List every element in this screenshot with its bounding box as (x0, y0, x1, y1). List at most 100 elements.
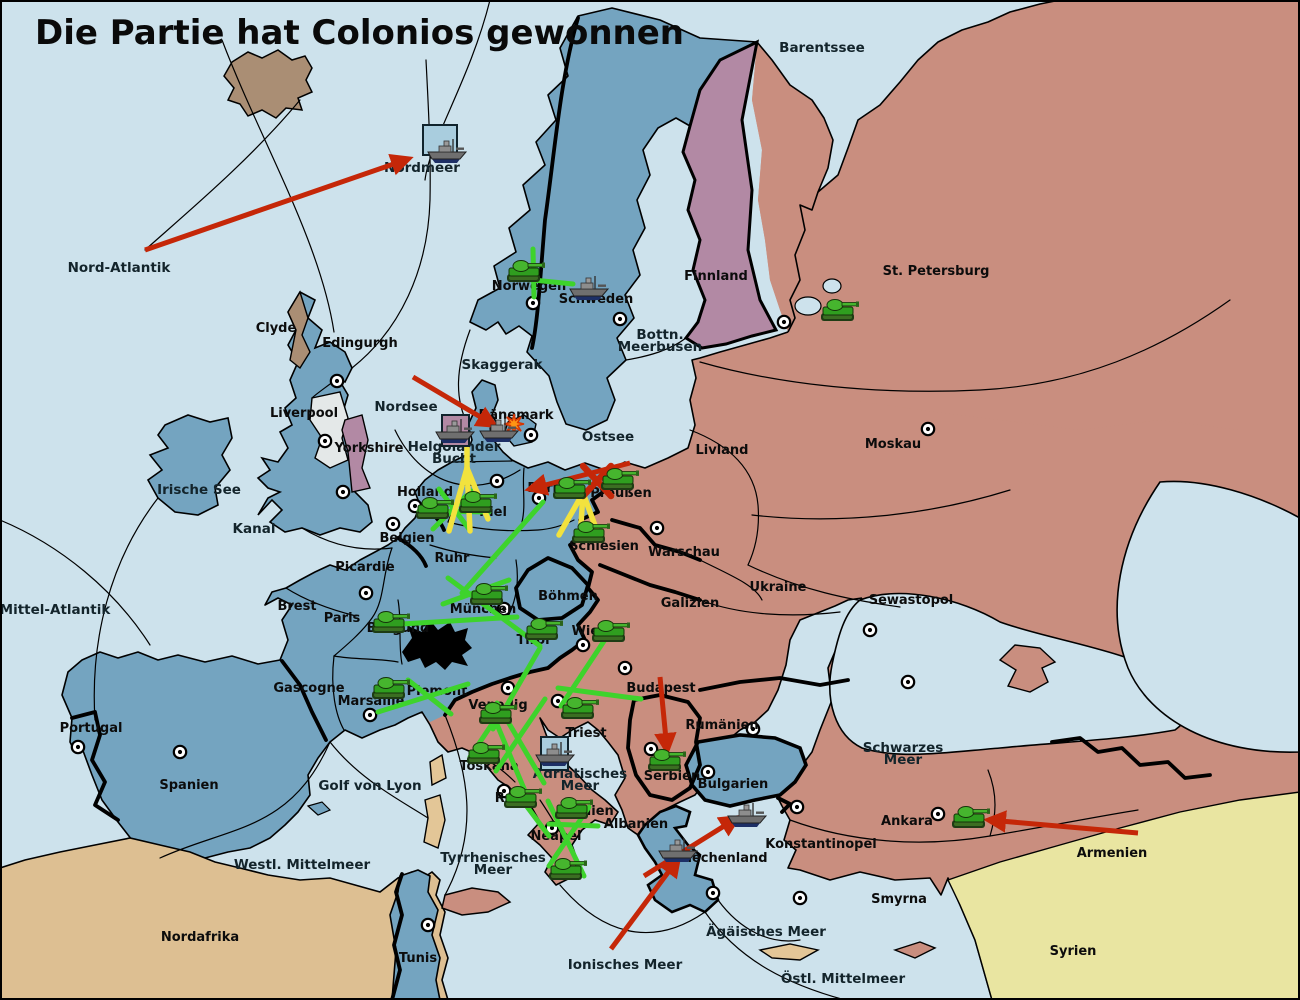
fleet-unit-helgolaender-bucht[interactable] (435, 419, 476, 443)
supply-center-kiel (489, 473, 505, 489)
sea-label-nord-atlantik: Nord-Atlantik (68, 260, 172, 276)
sea-label-oestl-mittelmeer: Östl. Mittelmeer (781, 969, 906, 987)
region-label-st-petersburg: St. Petersburg (883, 264, 990, 279)
island-ireland (146, 414, 233, 516)
region-label-liverpool: Liverpool (270, 406, 338, 421)
army-unit-berlin[interactable] (553, 477, 591, 500)
army-unit-serbien[interactable] (648, 749, 686, 772)
supply-center-spanien (172, 744, 188, 760)
lake-onega (822, 278, 842, 294)
supply-center-belgien (385, 516, 401, 532)
page-title: Die Partie hat Colonios gewonnen (35, 13, 684, 53)
region-label-boehmen: Böhmen (538, 589, 598, 604)
army-unit-rom[interactable] (504, 786, 542, 809)
support-order-line (446, 465, 470, 534)
supply-center-edingurgh (329, 373, 345, 389)
region-syrien (947, 791, 1300, 1000)
island-balearen (306, 801, 332, 816)
region-label-konstantinopel: Konstantinopel (765, 837, 876, 852)
move-order-line (459, 499, 546, 596)
conflict-burst-icon (503, 413, 525, 435)
national-borders (70, 16, 1212, 822)
army-unit-kalabrien[interactable] (549, 858, 587, 881)
landmass-russia-north (752, 0, 1300, 460)
army-unit-wien[interactable] (592, 620, 630, 643)
sea-label-irische-see: Irische See (157, 482, 241, 498)
fleet-unit-schweden[interactable] (569, 276, 610, 300)
supply-center-daenemark (523, 427, 539, 443)
island-crete (758, 943, 820, 961)
attack-arrow (411, 374, 500, 429)
island-sicily (441, 887, 512, 916)
island-corsica (429, 753, 447, 787)
army-unit-ankara[interactable] (952, 806, 990, 829)
sea-label-aegaeisches-meer: Ägäisches Meer (706, 923, 826, 940)
supply-center-liverpool (317, 433, 333, 449)
island-cyprus (892, 941, 937, 959)
army-unit-preussen[interactable] (601, 468, 639, 491)
army-unit-venetien-ost[interactable] (561, 697, 599, 720)
region-tunis (389, 869, 441, 1000)
army-unit-toskana[interactable] (467, 742, 505, 765)
supply-center-griechenland (705, 885, 721, 901)
fleet-unit-adriatisches-meer[interactable] (535, 742, 576, 766)
region-label-ukraine: Ukraine (750, 580, 807, 595)
region-label-portugal: Portugal (60, 721, 123, 736)
sea-label-ionisches-meer: Ionisches Meer (568, 957, 683, 973)
region-label-serbien: Serbien (644, 769, 700, 784)
lake-ladoga (794, 296, 822, 316)
region-label-belgien: Belgien (379, 531, 434, 546)
fleet-unit-daenemark[interactable] (479, 418, 520, 442)
supply-center-muenchen (496, 601, 512, 617)
supply-center-smyrna (792, 890, 808, 906)
supply-center-wien (575, 637, 591, 653)
army-unit-apulien[interactable] (555, 797, 593, 820)
region-label-triest: Triest (565, 726, 606, 741)
move-order-line (445, 575, 543, 649)
region-label-warschau: Warschau (648, 545, 720, 560)
region-label-smyrna: Smyrna (871, 892, 927, 907)
sea-label-barentssee: Barentssee (779, 40, 865, 56)
caspian-sea (1116, 480, 1300, 753)
army-unit-st-petersburg[interactable] (821, 299, 859, 322)
sea-label-mittel-atlantik: Mittel-Atlantik (0, 602, 111, 618)
move-order-line (493, 719, 528, 794)
region-label-edingurgh: Edingurgh (322, 336, 397, 351)
region-label-nordafrika: Nordafrika (161, 930, 239, 945)
move-order-line (399, 614, 520, 627)
army-unit-norwegen[interactable] (507, 260, 545, 283)
army-unit-muenchen[interactable] (470, 583, 508, 606)
region-label-sewastopol: Sewastopol (869, 593, 954, 608)
supply-center-rumaenien (745, 721, 761, 737)
region-clyde (287, 290, 311, 370)
fleet-unit-konstantinopel-kueste[interactable] (727, 803, 768, 827)
move-order-line (493, 696, 548, 774)
army-unit-kiel[interactable] (459, 491, 497, 514)
supply-center-paris (358, 585, 374, 601)
army-unit-holland[interactable] (416, 497, 454, 520)
fleet-unit-nordmeer[interactable] (427, 139, 468, 163)
army-unit-schlesien[interactable] (572, 521, 610, 544)
fleet-unit-griechenland[interactable] (658, 838, 699, 862)
region-label-moskau: Moskau (865, 437, 921, 452)
black-sea (829, 592, 1194, 756)
attack-arrow (144, 153, 414, 253)
supply-center-moskau (920, 421, 936, 437)
army-unit-venedig[interactable] (479, 702, 517, 725)
army-unit-tirol[interactable] (525, 618, 563, 641)
region-label-galizien: Galizien (661, 596, 719, 611)
island-iceland (223, 49, 314, 119)
region-label-paris: Paris (324, 611, 361, 626)
supply-center-tunis (420, 917, 436, 933)
region-label-ankara: Ankara (881, 814, 933, 829)
region-label-brest: Brest (277, 599, 316, 614)
army-unit-piemont[interactable] (372, 677, 410, 700)
move-order-line (375, 681, 471, 715)
failed-move-x (579, 462, 615, 500)
attack-arrow (608, 854, 682, 951)
crimea (998, 644, 1057, 693)
sea-label-ostsee: Ostsee (582, 429, 634, 445)
army-unit-burgund[interactable] (372, 611, 410, 634)
move-order-line (555, 685, 644, 702)
sea-label-skaggerak: Skaggerak (461, 357, 543, 373)
